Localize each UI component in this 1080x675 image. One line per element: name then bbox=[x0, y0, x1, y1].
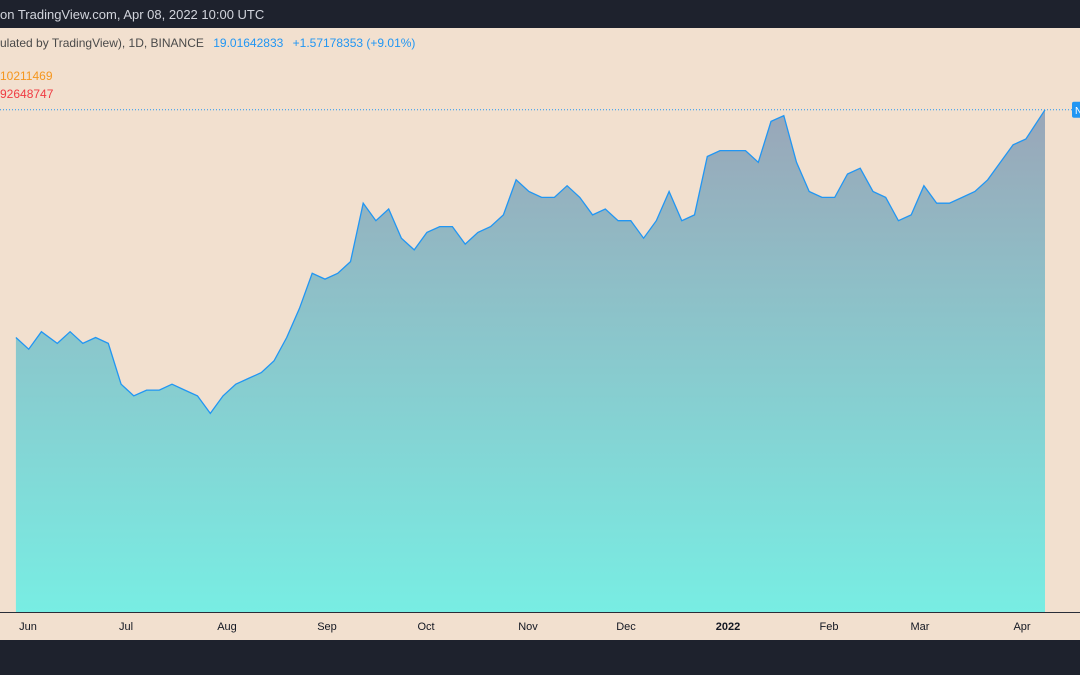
current-price-badge-text: N bbox=[1075, 106, 1080, 117]
x-tick-label: Dec bbox=[616, 621, 636, 633]
price-line bbox=[15, 109, 1046, 415]
x-tick-label: Jul bbox=[119, 621, 133, 633]
x-tick-label: 2022 bbox=[716, 621, 740, 633]
bottom-toolbar bbox=[0, 640, 1080, 675]
x-tick-label: Oct bbox=[417, 621, 434, 633]
x-tick-label: Nov bbox=[518, 621, 538, 633]
x-tick-label: Feb bbox=[820, 621, 839, 633]
header-text: on TradingView.com, Apr 08, 2022 10:00 U… bbox=[0, 7, 265, 22]
x-tick-label: Apr bbox=[1013, 621, 1030, 633]
x-axis[interactable] bbox=[0, 612, 1080, 640]
legend-line-3: 92648747 bbox=[0, 87, 54, 101]
price-area-fill bbox=[15, 109, 1045, 613]
x-tick-label: Jun bbox=[19, 621, 37, 633]
x-tick-label: Sep bbox=[317, 621, 337, 633]
legend-symbol-text: ulated by TradingView), 1D, BINANCE bbox=[0, 36, 204, 50]
legend-symbol-row: ulated by TradingView), 1D, BINANCE 19.0… bbox=[0, 35, 415, 51]
legend-change: +1.57178353 (+9.01%) bbox=[292, 36, 416, 50]
legend-line-2: 10211469 bbox=[0, 69, 53, 83]
legend-price: 19.01642833 bbox=[213, 36, 284, 50]
x-tick-label: Mar bbox=[911, 621, 930, 633]
header-bar: on TradingView.com, Apr 08, 2022 10:00 U… bbox=[0, 0, 1080, 28]
current-price-badge bbox=[1072, 101, 1080, 118]
x-tick-label: Aug bbox=[217, 621, 237, 633]
